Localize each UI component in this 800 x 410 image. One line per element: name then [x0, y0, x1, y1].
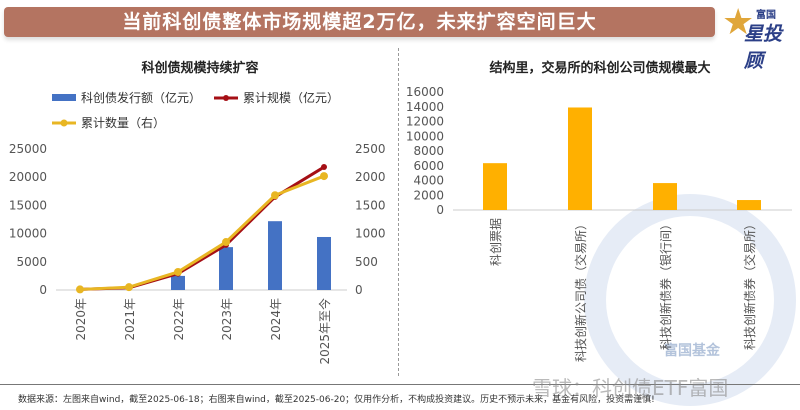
y-tick-label: 12000	[406, 115, 444, 129]
legend-swatch-bar	[52, 94, 76, 101]
y-tick-label: 16000	[406, 85, 444, 99]
bar-issuance	[171, 275, 185, 290]
point-cumulative-count	[174, 267, 182, 276]
y-right-tick-label: 0	[355, 283, 363, 297]
watermark-fund-name: 富国基金	[664, 342, 721, 359]
x-tick-label: 2024年	[269, 298, 283, 341]
left-chart-title: 科创债规模持续扩容	[141, 60, 258, 76]
y-tick-label: 2000	[413, 188, 444, 202]
bar-category	[737, 200, 761, 210]
y-right-tick-label: 2000	[355, 170, 386, 184]
divider	[398, 48, 399, 376]
watermark-logo-ring	[584, 194, 796, 406]
x-tick-label: 2025年至今	[317, 298, 332, 365]
bar-category	[483, 163, 507, 210]
y-right-tick-label: 500	[355, 255, 378, 269]
point-cumulative-count	[76, 285, 84, 294]
bar-category	[653, 183, 677, 210]
watermark: 雪球：科创债ETF富国	[532, 376, 729, 400]
footer-rule	[0, 384, 800, 385]
y-right-tick-label: 2500	[355, 142, 386, 156]
line-cumulative-count	[79, 174, 325, 291]
line-cumulative-size	[79, 165, 325, 291]
point-cumulative-count	[320, 172, 328, 181]
y-right-tick-label: 1500	[355, 198, 386, 212]
point-cumulative-count	[125, 283, 133, 292]
bar-category	[568, 107, 592, 210]
logo: ★ 富国 星投顾	[722, 2, 796, 73]
legend-label: 累计数量（右）	[81, 115, 165, 130]
x-tick-label: 2021年	[123, 298, 137, 341]
logo-top-text: 富国	[756, 10, 776, 21]
footer-note: 数据来源：左图来自wind，截至2025-06-18；右图来自wind，截至20…	[18, 395, 655, 405]
y-tick-label: 10000	[406, 129, 444, 143]
star-icon: ★	[722, 2, 755, 43]
y-left-tick-label: 0	[39, 283, 47, 297]
x-tick-label: 科技创新公司债（交易所）	[573, 218, 588, 362]
legend-marker	[223, 95, 229, 101]
banner-title: 当前科创债整体市场规模超2万亿，未来扩容空间巨大	[4, 7, 715, 37]
point-cumulative-count	[271, 191, 279, 200]
y-left-tick-label: 10000	[9, 227, 47, 241]
x-tick-label: 2020年	[74, 298, 88, 341]
bar-issuance	[317, 236, 331, 290]
x-tick-label: 科创票据	[489, 218, 503, 266]
x-tick-label: 科技创新债券（银行间）	[658, 218, 673, 350]
y-tick-label: 8000	[413, 144, 444, 158]
y-left-tick-label: 15000	[9, 198, 47, 212]
x-tick-label: 2022年	[172, 298, 186, 341]
right-chart-title: 结构里，交易所的科创公司债规模最大	[489, 60, 710, 76]
y-tick-label: 0	[436, 203, 444, 217]
bar-issuance	[219, 247, 233, 290]
legend-marker	[60, 119, 68, 127]
legend-label: 科创债发行额（亿元）	[81, 90, 201, 105]
point-cumulative-size	[321, 164, 327, 171]
y-left-tick-label: 25000	[9, 142, 47, 156]
y-tick-label: 6000	[413, 159, 444, 173]
y-tick-label: 4000	[413, 174, 444, 188]
x-tick-label: 2023年	[220, 298, 234, 341]
logo-main-text: 星投顾	[744, 23, 783, 72]
y-right-tick-label: 1000	[355, 227, 386, 241]
bar-issuance	[268, 221, 282, 290]
y-left-tick-label: 5000	[16, 255, 47, 269]
y-tick-label: 14000	[406, 100, 444, 114]
point-cumulative-count	[222, 238, 230, 247]
legend-label: 累计规模（亿元）	[243, 90, 339, 105]
x-tick-label: 科技创新债券（交易所）	[742, 218, 757, 350]
y-left-tick-label: 20000	[9, 170, 47, 184]
